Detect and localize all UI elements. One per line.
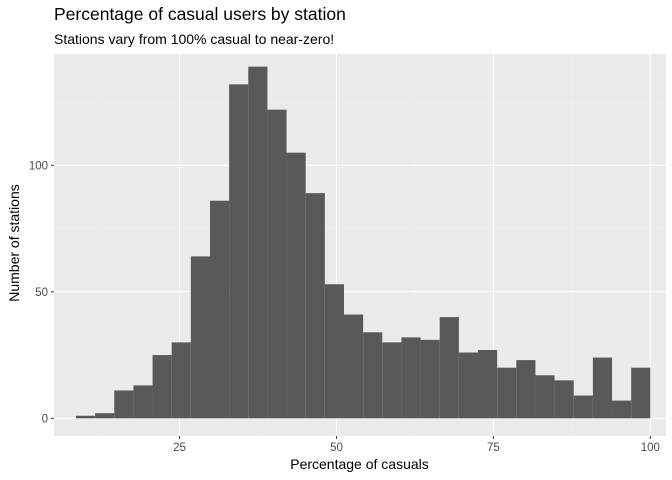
histogram-bar	[401, 337, 421, 419]
histogram-bar	[229, 84, 249, 419]
y-tick-label: 50	[35, 287, 48, 299]
x-axis-title: Percentage of casuals	[290, 456, 429, 472]
histogram-bar	[95, 413, 115, 419]
chart-subtitle: Stations vary from 100% casual to near-z…	[54, 31, 334, 47]
y-axis-ticks: 0 50 100	[29, 160, 54, 425]
histogram-bar	[209, 200, 230, 419]
histogram-bar	[75, 415, 96, 419]
histogram-bar	[516, 360, 536, 419]
histogram-bar	[248, 66, 268, 419]
histogram-bar	[612, 400, 632, 419]
histogram-bar	[497, 367, 517, 419]
histogram-bar	[286, 152, 306, 419]
chart-title: Percentage of casual users by station	[54, 4, 346, 24]
histogram-bar	[382, 342, 402, 419]
histogram-bar	[324, 284, 344, 419]
histogram-bar	[573, 395, 593, 419]
histogram-bar	[363, 332, 383, 419]
x-tick-label: 25	[173, 442, 186, 454]
histogram-bar	[171, 342, 191, 419]
histogram-bar	[420, 339, 440, 419]
histogram-bar	[631, 367, 651, 419]
histogram-bar	[190, 256, 210, 419]
y-tick-label: 0	[42, 413, 48, 425]
histogram-bar	[114, 390, 134, 419]
histogram-bar	[458, 352, 479, 419]
x-tick-label: 75	[487, 442, 500, 454]
histogram-bar	[343, 314, 364, 419]
histogram-bar	[267, 109, 287, 419]
histogram-bar	[592, 357, 613, 419]
histogram-bar	[439, 317, 459, 419]
x-axis-ticks: 25 50 75 100	[173, 436, 660, 454]
x-tick-label: 50	[330, 442, 343, 454]
histogram-bar	[535, 375, 555, 419]
histogram-bar	[152, 355, 172, 419]
y-tick-label: 100	[29, 160, 48, 172]
x-tick-label: 100	[641, 442, 660, 454]
y-axis-title: Number of stations	[6, 184, 22, 302]
histogram-bar	[554, 380, 574, 419]
histogram-bar	[133, 385, 153, 419]
histogram-bar	[305, 193, 325, 419]
histogram-bar	[478, 349, 498, 419]
histogram-bars	[75, 66, 651, 419]
